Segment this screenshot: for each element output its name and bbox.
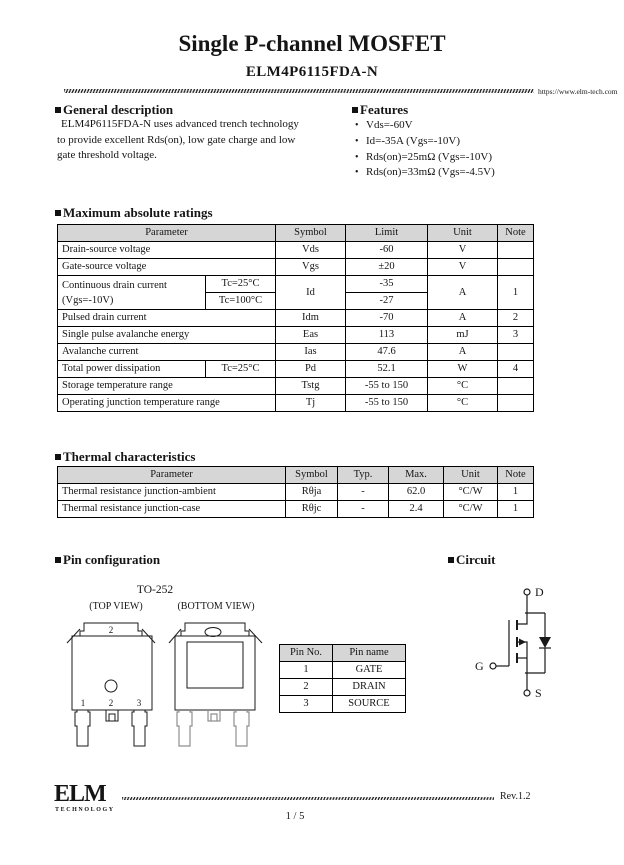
feature-item: Rds(on)=25mΩ (Vgs=-10V) bbox=[355, 150, 495, 166]
gate-label: G bbox=[475, 659, 484, 673]
section-features: Features bbox=[352, 102, 408, 118]
description-line: gate threshold voltage. bbox=[57, 149, 157, 162]
section-title: Features bbox=[360, 102, 409, 117]
package-drawing: 2 1 2 3 bbox=[66, 622, 263, 747]
feature-item: Rds(on)=33mΩ (Vgs=-4.5V) bbox=[355, 165, 495, 181]
pin3-lead bbox=[233, 710, 250, 747]
table-row: 1 GATE bbox=[279, 661, 406, 679]
description-line: to provide excellent Rds(on), low gate c… bbox=[57, 133, 296, 146]
section-bullet-icon bbox=[55, 557, 61, 563]
pin2-stub bbox=[105, 710, 119, 722]
top-view-body bbox=[71, 635, 153, 711]
pchannel-arrow-icon bbox=[519, 638, 526, 646]
table-row: Single pulse avalanche energy Eas 113 mJ… bbox=[57, 326, 534, 344]
mosfet-circuit-symbol: D G S bbox=[475, 585, 551, 700]
section-pin-configuration: Pin configuration bbox=[55, 552, 160, 568]
table-row: 3 SOURCE bbox=[279, 695, 406, 713]
logo-subtext: TECHNOLOGY bbox=[55, 807, 115, 813]
section-general-description: General description bbox=[55, 102, 173, 118]
table-row: Total power dissipation Tc=25°C Pd 52.1 … bbox=[57, 360, 534, 378]
table-row: Continuous drain current (Vgs=-10V) Tc=2… bbox=[57, 275, 534, 310]
tab-pin-label: 2 bbox=[109, 625, 114, 635]
pin-number-label: 3 bbox=[137, 698, 142, 708]
gate-terminal bbox=[489, 662, 497, 670]
footer-divider-line bbox=[122, 797, 494, 800]
pin-number-label: 1 bbox=[81, 698, 86, 708]
section-max-ratings: Maximum absolute ratings bbox=[55, 205, 213, 221]
table-row: Pulsed drain current Idm -70 A 2 bbox=[57, 309, 534, 327]
table-header-row: Parameter Symbol Typ. Max. Unit Note bbox=[57, 466, 534, 484]
pin1-lead bbox=[176, 710, 193, 747]
drain-terminal bbox=[523, 588, 531, 596]
table-row: Drain-source voltage Vds -60 V bbox=[57, 241, 534, 259]
top-view-label: (TOP VIEW) bbox=[89, 601, 143, 612]
table-row: Thermal resistance junction-case Rθjc - … bbox=[57, 500, 534, 518]
general-description-text: ELM4P6115FDA-N uses advanced trench tech… bbox=[57, 117, 349, 164]
table-row: Thermal resistance junction-ambient Rθja… bbox=[57, 483, 534, 501]
pin1-lead bbox=[74, 710, 91, 747]
pin3-lead bbox=[131, 710, 148, 747]
thermal-table: Parameter Symbol Typ. Max. Unit Note The… bbox=[57, 466, 534, 518]
section-circuit: Circuit bbox=[448, 552, 495, 568]
top-view-tab bbox=[79, 622, 143, 636]
drain-stub bbox=[517, 613, 528, 625]
section-title: Thermal characteristics bbox=[63, 449, 196, 464]
section-title: Circuit bbox=[456, 552, 496, 567]
source-terminal bbox=[523, 689, 531, 697]
table-row: Tc=100°C -27 bbox=[58, 292, 534, 310]
section-bullet-icon bbox=[55, 107, 61, 113]
section-bullet-icon bbox=[352, 107, 358, 113]
drain-label: D bbox=[535, 585, 544, 599]
tab-hole bbox=[204, 627, 222, 637]
feature-item: Id=-35A (Vgs=-10V) bbox=[355, 134, 495, 150]
bottom-view-label: (BOTTOM VIEW) bbox=[177, 601, 255, 612]
max-ratings-table: Parameter Symbol Limit Unit Note Drain-s… bbox=[57, 224, 534, 412]
mounting-hole bbox=[104, 679, 118, 693]
section-bullet-icon bbox=[55, 210, 61, 216]
table-row: Avalanche current Ias 47.6 A bbox=[57, 343, 534, 361]
page-number: 1 / 5 bbox=[285, 811, 305, 822]
section-title: General description bbox=[63, 102, 174, 117]
source-label: S bbox=[535, 686, 542, 700]
package-name: TO-252 bbox=[136, 584, 174, 596]
revision-label: Rev.1.2 bbox=[500, 791, 531, 802]
table-header-row: Pin No. Pin name bbox=[279, 644, 406, 662]
page-title: Single P-channel MOSFET bbox=[178, 31, 446, 56]
website-link[interactable]: https://www.elm-tech.com bbox=[538, 87, 618, 96]
part-number: ELM4P6115FDA-N bbox=[245, 64, 379, 80]
header-divider-line bbox=[64, 89, 534, 93]
table-row: 2 DRAIN bbox=[279, 678, 406, 696]
logo-text: ELM bbox=[54, 781, 106, 807]
description-line: ELM4P6115FDA-N uses advanced trench tech… bbox=[61, 118, 299, 130]
table-row: Operating junction temperature range Tj … bbox=[57, 394, 534, 412]
table-row: Storage temperature range Tstg -55 to 15… bbox=[57, 377, 534, 395]
table-row: Gate-source voltage Vgs ±20 V bbox=[57, 258, 534, 276]
company-logo: ELM TECHNOLOGY bbox=[54, 781, 115, 813]
section-title: Pin configuration bbox=[63, 552, 161, 567]
body-diode-icon bbox=[539, 637, 551, 648]
section-bullet-icon bbox=[448, 557, 454, 563]
features-list: Vds=-60V Id=-35A (Vgs=-10V) Rds(on)=25mΩ… bbox=[355, 118, 495, 181]
section-thermal: Thermal characteristics bbox=[55, 449, 195, 465]
section-title: Maximum absolute ratings bbox=[63, 205, 213, 220]
pin-name-table: Pin No. Pin name 1 GATE 2 DRAIN 3 SOURCE bbox=[279, 644, 406, 713]
section-bullet-icon bbox=[55, 454, 61, 460]
pin-number-label: 2 bbox=[109, 698, 114, 708]
pin2-stub bbox=[207, 710, 221, 722]
bottom-view-tab bbox=[180, 622, 250, 636]
die-pad-outline bbox=[186, 641, 244, 689]
table-header-row: Parameter Symbol Limit Unit Note bbox=[57, 224, 534, 242]
feature-item: Vds=-60V bbox=[355, 118, 495, 134]
